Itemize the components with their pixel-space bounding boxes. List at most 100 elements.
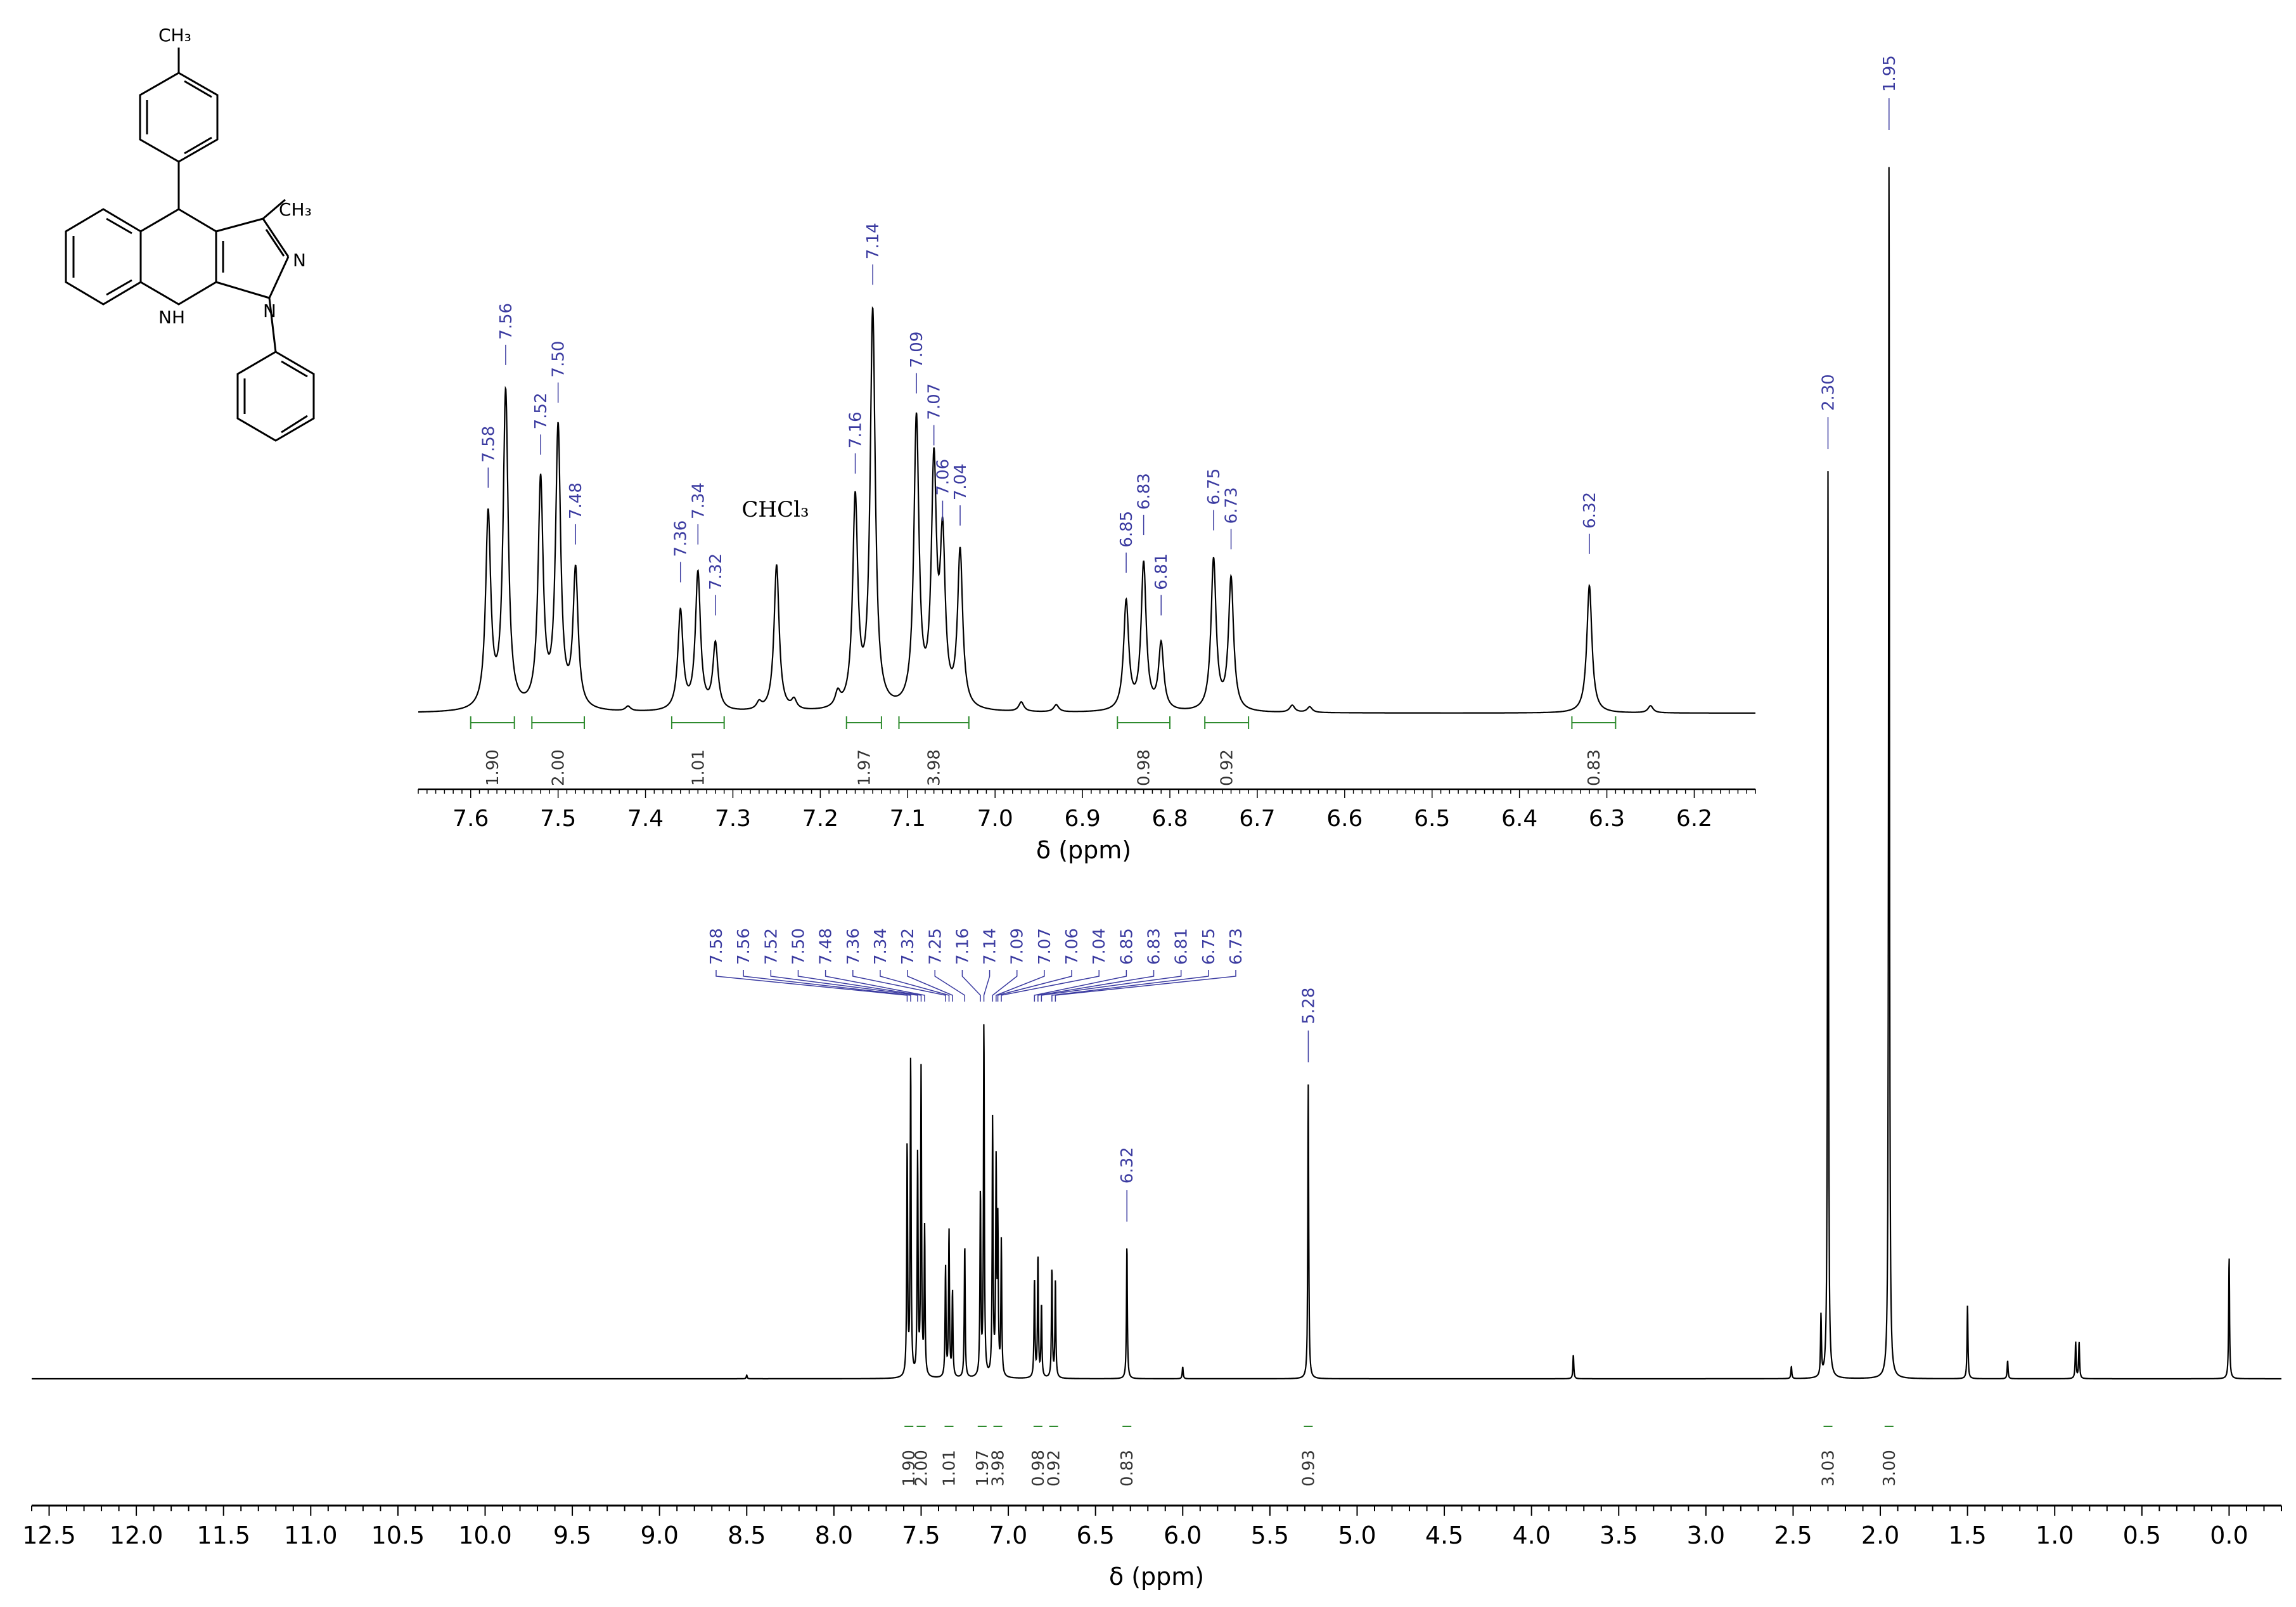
inset-integral-label: 0.83 xyxy=(1585,749,1604,786)
main-peak-label: 7.52 xyxy=(762,928,781,965)
main-peak-label: 5.28 xyxy=(1299,988,1318,1024)
main-peak-label: 7.07 xyxy=(1036,928,1055,965)
inset-peak-label: 7.58 xyxy=(479,426,498,463)
structure-labels: CH₃ CH₃ N N NH xyxy=(158,25,312,328)
main-peak-leader xyxy=(1037,970,1155,1002)
main-x-tick-label: 8.5 xyxy=(728,1521,766,1549)
inset-x-tick-label: 7.2 xyxy=(802,806,838,832)
main-integral-label: 1.01 xyxy=(940,1450,959,1487)
main-peak-leader xyxy=(1055,970,1236,1002)
main-x-tick-label: 6.0 xyxy=(1164,1521,1202,1549)
inset-peak-label: 7.32 xyxy=(707,553,726,590)
inset-x-tick-label: 7.1 xyxy=(890,806,926,832)
main-x-tick-label: 3.0 xyxy=(1687,1521,1725,1549)
main-integral-label: 3.03 xyxy=(1819,1450,1838,1487)
main-peak-leader xyxy=(983,970,991,1002)
main-x-tick-label: 10.5 xyxy=(371,1521,425,1549)
main-peak-label: 7.50 xyxy=(789,928,808,965)
inset-spectrum-line xyxy=(418,306,1755,714)
inset-integral-label: 0.98 xyxy=(1135,749,1154,786)
inset-x-tick-label: 7.4 xyxy=(627,806,664,832)
main-x-tick-label: 1.5 xyxy=(1948,1521,1986,1549)
inset-spectrum: 7.6 7.5 7.4 7.3 7.2 7.1 7.0 6.9 6.8 6.7 6.6 6.5 6.4 6… xyxy=(418,223,1756,832)
main-peak-label: 7.16 xyxy=(953,928,972,965)
main-integral-label: 0.98 xyxy=(1029,1450,1048,1487)
main-x-tick-label: 2.0 xyxy=(1861,1521,1899,1549)
main-x-tick-label: 1.0 xyxy=(2036,1521,2074,1549)
main-x-tick-label: 4.5 xyxy=(1425,1521,1463,1549)
main-integral-label: 0.93 xyxy=(1299,1450,1318,1487)
main-peak-leader xyxy=(797,970,922,1002)
main-peak-leader xyxy=(1041,970,1182,1002)
inset-integral-label: 2.00 xyxy=(549,749,568,786)
main-x-tick-label: 10.0 xyxy=(458,1521,512,1549)
main-x-tick-label: 4.0 xyxy=(1512,1521,1550,1549)
main-x-tick-label: 11.5 xyxy=(196,1521,250,1549)
main-peak-label: 7.58 xyxy=(707,928,726,965)
inset-peak-label: 7.06 xyxy=(933,459,952,496)
inset-x-tick-label: 6.9 xyxy=(1064,806,1100,832)
main-peak-leader xyxy=(997,970,1072,1002)
inset-x-tick-label: 6.3 xyxy=(1589,806,1625,832)
main-peak-label: 7.48 xyxy=(817,928,836,965)
inset-peak-label: 7.07 xyxy=(925,384,944,420)
main-x-tick-label: 6.5 xyxy=(1076,1521,1114,1549)
main-x-tick-label: 12.0 xyxy=(110,1521,164,1549)
inset-x-tick-label: 7.6 xyxy=(452,806,489,832)
structure-label: NH xyxy=(158,307,185,328)
main-peak-leader xyxy=(934,970,966,1002)
main-x-axis-title: δ (ppm) xyxy=(1109,1563,1204,1591)
main-integral-label: 3.98 xyxy=(989,1450,1008,1487)
main-integral-label: 0.83 xyxy=(1118,1450,1137,1487)
main-x-tick-label: 3.5 xyxy=(1600,1521,1638,1549)
inset-x-tick-label: 6.6 xyxy=(1326,806,1363,832)
main-peak-leader xyxy=(992,970,1018,1002)
main-peak-label: 2.30 xyxy=(1819,374,1838,411)
main-x-tick-label: 12.5 xyxy=(22,1521,76,1549)
main-peak-leader xyxy=(996,970,1045,1002)
main-peak-leader xyxy=(852,970,946,1002)
main-x-tick-label: 5.0 xyxy=(1338,1521,1376,1549)
inset-x-tick-label: 7.5 xyxy=(540,806,576,832)
main-peak-leader xyxy=(770,970,918,1002)
main-peak-label: 6.75 xyxy=(1200,928,1219,965)
main-x-tick-label: 9.0 xyxy=(640,1521,678,1549)
main-x-tick-label: 5.5 xyxy=(1251,1521,1289,1549)
inset-peak-label: 7.16 xyxy=(847,411,866,448)
inset-peak-label: 6.85 xyxy=(1117,511,1136,548)
inset-peak-label: 6.73 xyxy=(1222,487,1241,524)
inset-x-tick-label: 6.5 xyxy=(1414,806,1450,832)
main-peak-label: 7.04 xyxy=(1090,928,1109,965)
structure-label: N xyxy=(293,250,306,271)
main-x-tick-label: 7.5 xyxy=(902,1521,940,1549)
main-peak-label: 6.85 xyxy=(1117,928,1136,965)
main-integral-label: 3.00 xyxy=(1880,1450,1899,1487)
inset-integral-label: 1.90 xyxy=(484,749,503,786)
main-peak-label: 7.25 xyxy=(926,928,945,965)
main-peak-label: 7.56 xyxy=(734,928,754,965)
main-peak-label: 7.09 xyxy=(1008,928,1027,965)
main-peak-label: 6.81 xyxy=(1172,928,1191,965)
main-peak-label: 7.32 xyxy=(899,928,918,965)
main-x-tick-label: 2.5 xyxy=(1774,1521,1812,1549)
main-peak-leader xyxy=(880,970,950,1002)
main-peak-leader xyxy=(824,970,925,1002)
inset-peak-label: 7.48 xyxy=(567,482,586,519)
inset-peak-label: 6.32 xyxy=(1581,492,1600,529)
inset-x-tick-label: 6.8 xyxy=(1151,806,1188,832)
main-integral-label: 2.00 xyxy=(912,1450,931,1487)
main-peak-leader xyxy=(715,970,908,1002)
main-peak-leader xyxy=(743,970,911,1002)
inset-x-tick-label: 6.2 xyxy=(1676,806,1712,832)
inset-integral-label: 1.97 xyxy=(855,749,874,786)
main-peak-leader xyxy=(1001,970,1100,1002)
main-x-tick-label: 0.0 xyxy=(2210,1521,2248,1549)
main-peak-leader xyxy=(1034,970,1127,1002)
inset-peak-label: 7.14 xyxy=(864,223,883,259)
inset-peak-label: 7.34 xyxy=(689,482,708,519)
main-peak-label: 7.14 xyxy=(981,928,1000,965)
inset-peak-label: 7.52 xyxy=(532,393,551,430)
inset-peak-label: 7.56 xyxy=(497,303,516,340)
main-x-tick-label: 7.0 xyxy=(989,1521,1027,1549)
